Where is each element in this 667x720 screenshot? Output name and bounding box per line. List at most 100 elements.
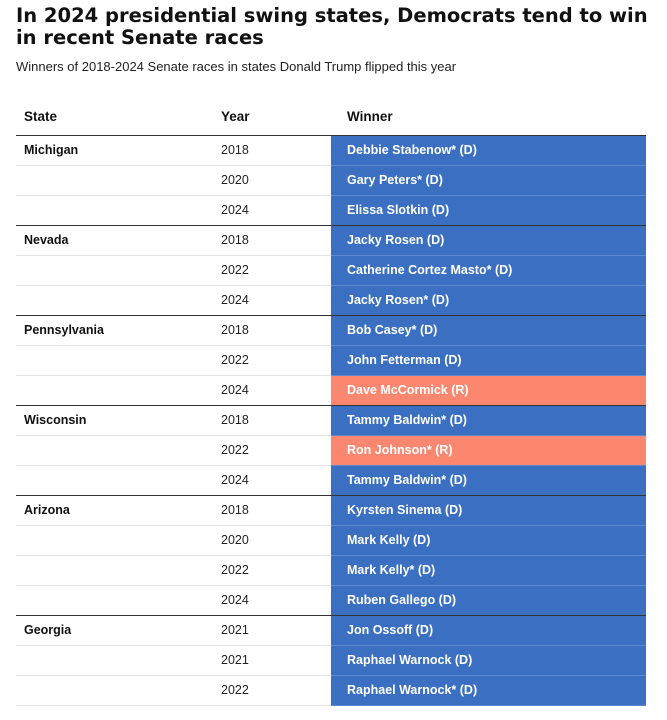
cell-divider <box>331 525 646 526</box>
winner-name: Jacky Rosen* (D) <box>347 293 450 307</box>
table-row: 2022 Raphael Warnock* (D) <box>16 676 646 706</box>
table-row: 2024 Dave McCormick (R) <box>16 376 646 406</box>
winner-name: Raphael Warnock* (D) <box>347 683 478 697</box>
cell-divider <box>331 285 646 286</box>
column-header-year: Year <box>221 109 250 124</box>
state-cell: Georgia <box>24 623 72 637</box>
year-cell: 2024 <box>221 473 249 487</box>
winner-name: Dave McCormick (R) <box>347 383 469 397</box>
winner-name: Mark Kelly (D) <box>347 533 431 547</box>
year-cell: 2024 <box>221 293 249 307</box>
cell-divider <box>331 555 646 556</box>
senate-results-table: State Year Winner Michigan 2018 Debbie Sta… <box>16 100 646 706</box>
year-cell: 2022 <box>221 263 249 277</box>
winner-name: Elissa Slotkin (D) <box>347 203 450 217</box>
winner-cell: Mark Kelly (D) <box>331 526 646 556</box>
table-row: 2022 Mark Kelly* (D) <box>16 556 646 586</box>
winner-cell: Jon Ossoff (D) <box>331 616 646 646</box>
table-header: State Year Winner <box>16 100 646 136</box>
winner-cell: Ron Johnson* (R) <box>331 436 646 466</box>
winner-name: Tammy Baldwin* (D) <box>347 473 467 487</box>
table-row: 2020 Mark Kelly (D) <box>16 526 646 556</box>
cell-divider <box>331 165 646 166</box>
year-cell: 2020 <box>221 173 249 187</box>
cell-divider <box>331 435 646 436</box>
year-cell: 2022 <box>221 443 249 457</box>
year-cell: 2018 <box>221 143 249 157</box>
year-cell: 2021 <box>221 623 249 637</box>
table-row: 2024 Tammy Baldwin* (D) <box>16 466 646 496</box>
winner-cell: Debbie Stabenow* (D) <box>331 136 646 166</box>
table-row: 2021 Raphael Warnock (D) <box>16 646 646 676</box>
cell-divider <box>331 705 646 706</box>
year-cell: 2022 <box>221 683 249 697</box>
winner-name: Jacky Rosen (D) <box>347 233 445 247</box>
page-title: In 2024 presidential swing states, Democ… <box>16 4 648 49</box>
table-row: 2020 Gary Peters* (D) <box>16 166 646 196</box>
cell-divider <box>331 255 646 256</box>
table-row: Nevada 2018 Jacky Rosen (D) <box>16 225 646 256</box>
year-cell: 2018 <box>221 233 249 247</box>
state-cell: Wisconsin <box>24 413 87 427</box>
table-row: 2022 Catherine Cortez Masto* (D) <box>16 256 646 286</box>
winner-name: Gary Peters* (D) <box>347 173 443 187</box>
cell-divider <box>331 465 646 466</box>
cell-divider <box>331 345 646 346</box>
year-cell: 2018 <box>221 413 249 427</box>
year-cell: 2024 <box>221 203 249 217</box>
cell-divider <box>331 195 646 196</box>
page-subtitle: Winners of 2018-2024 Senate races in sta… <box>16 59 457 74</box>
year-cell: 2020 <box>221 533 249 547</box>
table-row: Michigan 2018 Debbie Stabenow* (D) <box>16 135 646 166</box>
winner-cell: Elissa Slotkin (D) <box>331 196 646 226</box>
cell-divider <box>331 645 646 646</box>
winner-name: Bob Casey* (D) <box>347 323 438 337</box>
winner-cell: Mark Kelly* (D) <box>331 556 646 586</box>
winner-cell: Gary Peters* (D) <box>331 166 646 196</box>
table-row: 2024 Jacky Rosen* (D) <box>16 286 646 316</box>
table-row: Wisconsin 2018 Tammy Baldwin* (D) <box>16 405 646 436</box>
state-cell: Arizona <box>24 503 70 517</box>
table-row: Georgia 2021 Jon Ossoff (D) <box>16 615 646 646</box>
cell-divider <box>331 375 646 376</box>
state-cell: Michigan <box>24 143 79 157</box>
winner-cell: Kyrsten Sinema (D) <box>331 496 646 526</box>
winner-cell: Ruben Gallego (D) <box>331 586 646 616</box>
column-header-winner: Winner <box>347 109 393 124</box>
winner-cell: Catherine Cortez Masto* (D) <box>331 256 646 286</box>
table-row: Pennsylvania 2018 Bob Casey* (D) <box>16 315 646 346</box>
winner-cell: Tammy Baldwin* (D) <box>331 406 646 436</box>
year-cell: 2024 <box>221 593 249 607</box>
column-header-state: State <box>24 109 58 124</box>
year-cell: 2024 <box>221 383 249 397</box>
state-cell: Pennsylvania <box>24 323 104 337</box>
table-row: 2022 Ron Johnson* (R) <box>16 436 646 466</box>
winner-cell: Raphael Warnock (D) <box>331 646 646 676</box>
winner-cell: Bob Casey* (D) <box>331 316 646 346</box>
winner-name: Raphael Warnock (D) <box>347 653 473 667</box>
state-cell: Nevada <box>24 233 69 247</box>
winner-name: Ron Johnson* (R) <box>347 443 453 457</box>
winner-name: John Fetterman (D) <box>347 353 462 367</box>
table-row: 2022 John Fetterman (D) <box>16 346 646 376</box>
table-row: Arizona 2018 Kyrsten Sinema (D) <box>16 495 646 526</box>
winner-cell: Jacky Rosen (D) <box>331 226 646 256</box>
winner-name: Mark Kelly* (D) <box>347 563 436 577</box>
winner-name: Catherine Cortez Masto* (D) <box>347 263 513 277</box>
winner-cell: Tammy Baldwin* (D) <box>331 466 646 496</box>
cell-divider <box>331 585 646 586</box>
year-cell: 2022 <box>221 563 249 577</box>
year-cell: 2021 <box>221 653 249 667</box>
winner-name: Kyrsten Sinema (D) <box>347 503 463 517</box>
winner-name: Jon Ossoff (D) <box>347 623 434 637</box>
cell-divider <box>331 675 646 676</box>
year-cell: 2018 <box>221 503 249 517</box>
table-body: Michigan 2018 Debbie Stabenow* (D) 2020 Gary… <box>16 135 646 706</box>
winner-cell: Dave McCormick (R) <box>331 376 646 406</box>
winner-name: Tammy Baldwin* (D) <box>347 413 467 427</box>
table-row: 2024 Ruben Gallego (D) <box>16 586 646 616</box>
winner-cell: Jacky Rosen* (D) <box>331 286 646 316</box>
table-row: 2024 Elissa Slotkin (D) <box>16 196 646 226</box>
winner-cell: Raphael Warnock* (D) <box>331 676 646 706</box>
